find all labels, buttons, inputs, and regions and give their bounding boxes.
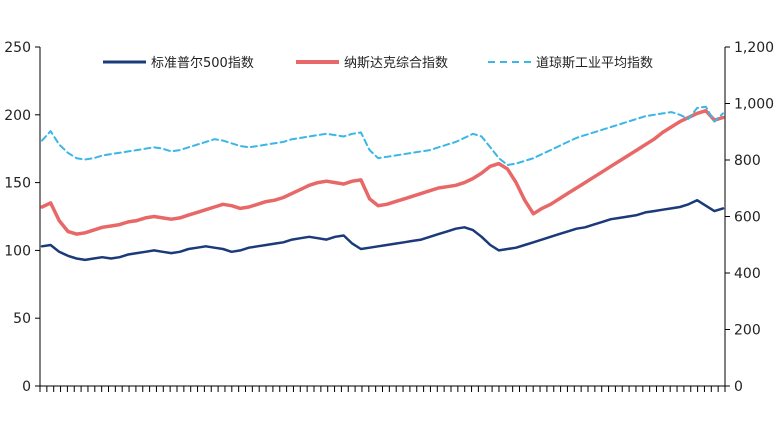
legend-item-dow: 道琼斯工业平均指数 [488,56,653,71]
legend-item-sp500: 标准普尔500指数 [103,56,254,71]
legend-label-dow: 道琼斯工业平均指数 [536,56,653,71]
legend-label-sp500: 标准普尔500指数 [151,56,254,71]
legend-label-nasdaq: 纳斯达克综合指数 [344,56,448,71]
left-tick-label: 200 [4,108,31,124]
right-tick-label: 0 [734,379,743,395]
right-tick-label: 800 [734,153,761,169]
right-tick-label: 400 [734,266,761,282]
legend-item-nasdaq: 纳斯达克综合指数 [296,56,448,71]
plot-area [40,105,725,262]
left-tick-label: 250 [4,40,31,56]
x-axis [39,385,726,392]
series-line-0 [40,198,725,262]
legend: 标准普尔500指数 纳斯达克综合指数 道琼斯工业平均指数 [103,56,653,71]
right-tick-label: 200 [734,323,761,339]
left-tick-label: 0 [22,379,31,395]
series-line-1 [40,108,725,236]
left-tick-label: 50 [13,311,31,327]
right-tick-label: 600 [734,210,761,226]
series-line-2 [41,105,724,166]
left-y-axis: 0 50 100 150 200 250 [4,40,41,395]
right-tick-label: 1,200 [734,40,774,56]
left-tick-label: 150 [4,176,31,192]
right-y-axis: 0 200 400 600 800 1,000 1,200 [724,40,774,395]
right-tick-label: 1,000 [734,97,774,113]
left-tick-label: 100 [4,243,31,259]
